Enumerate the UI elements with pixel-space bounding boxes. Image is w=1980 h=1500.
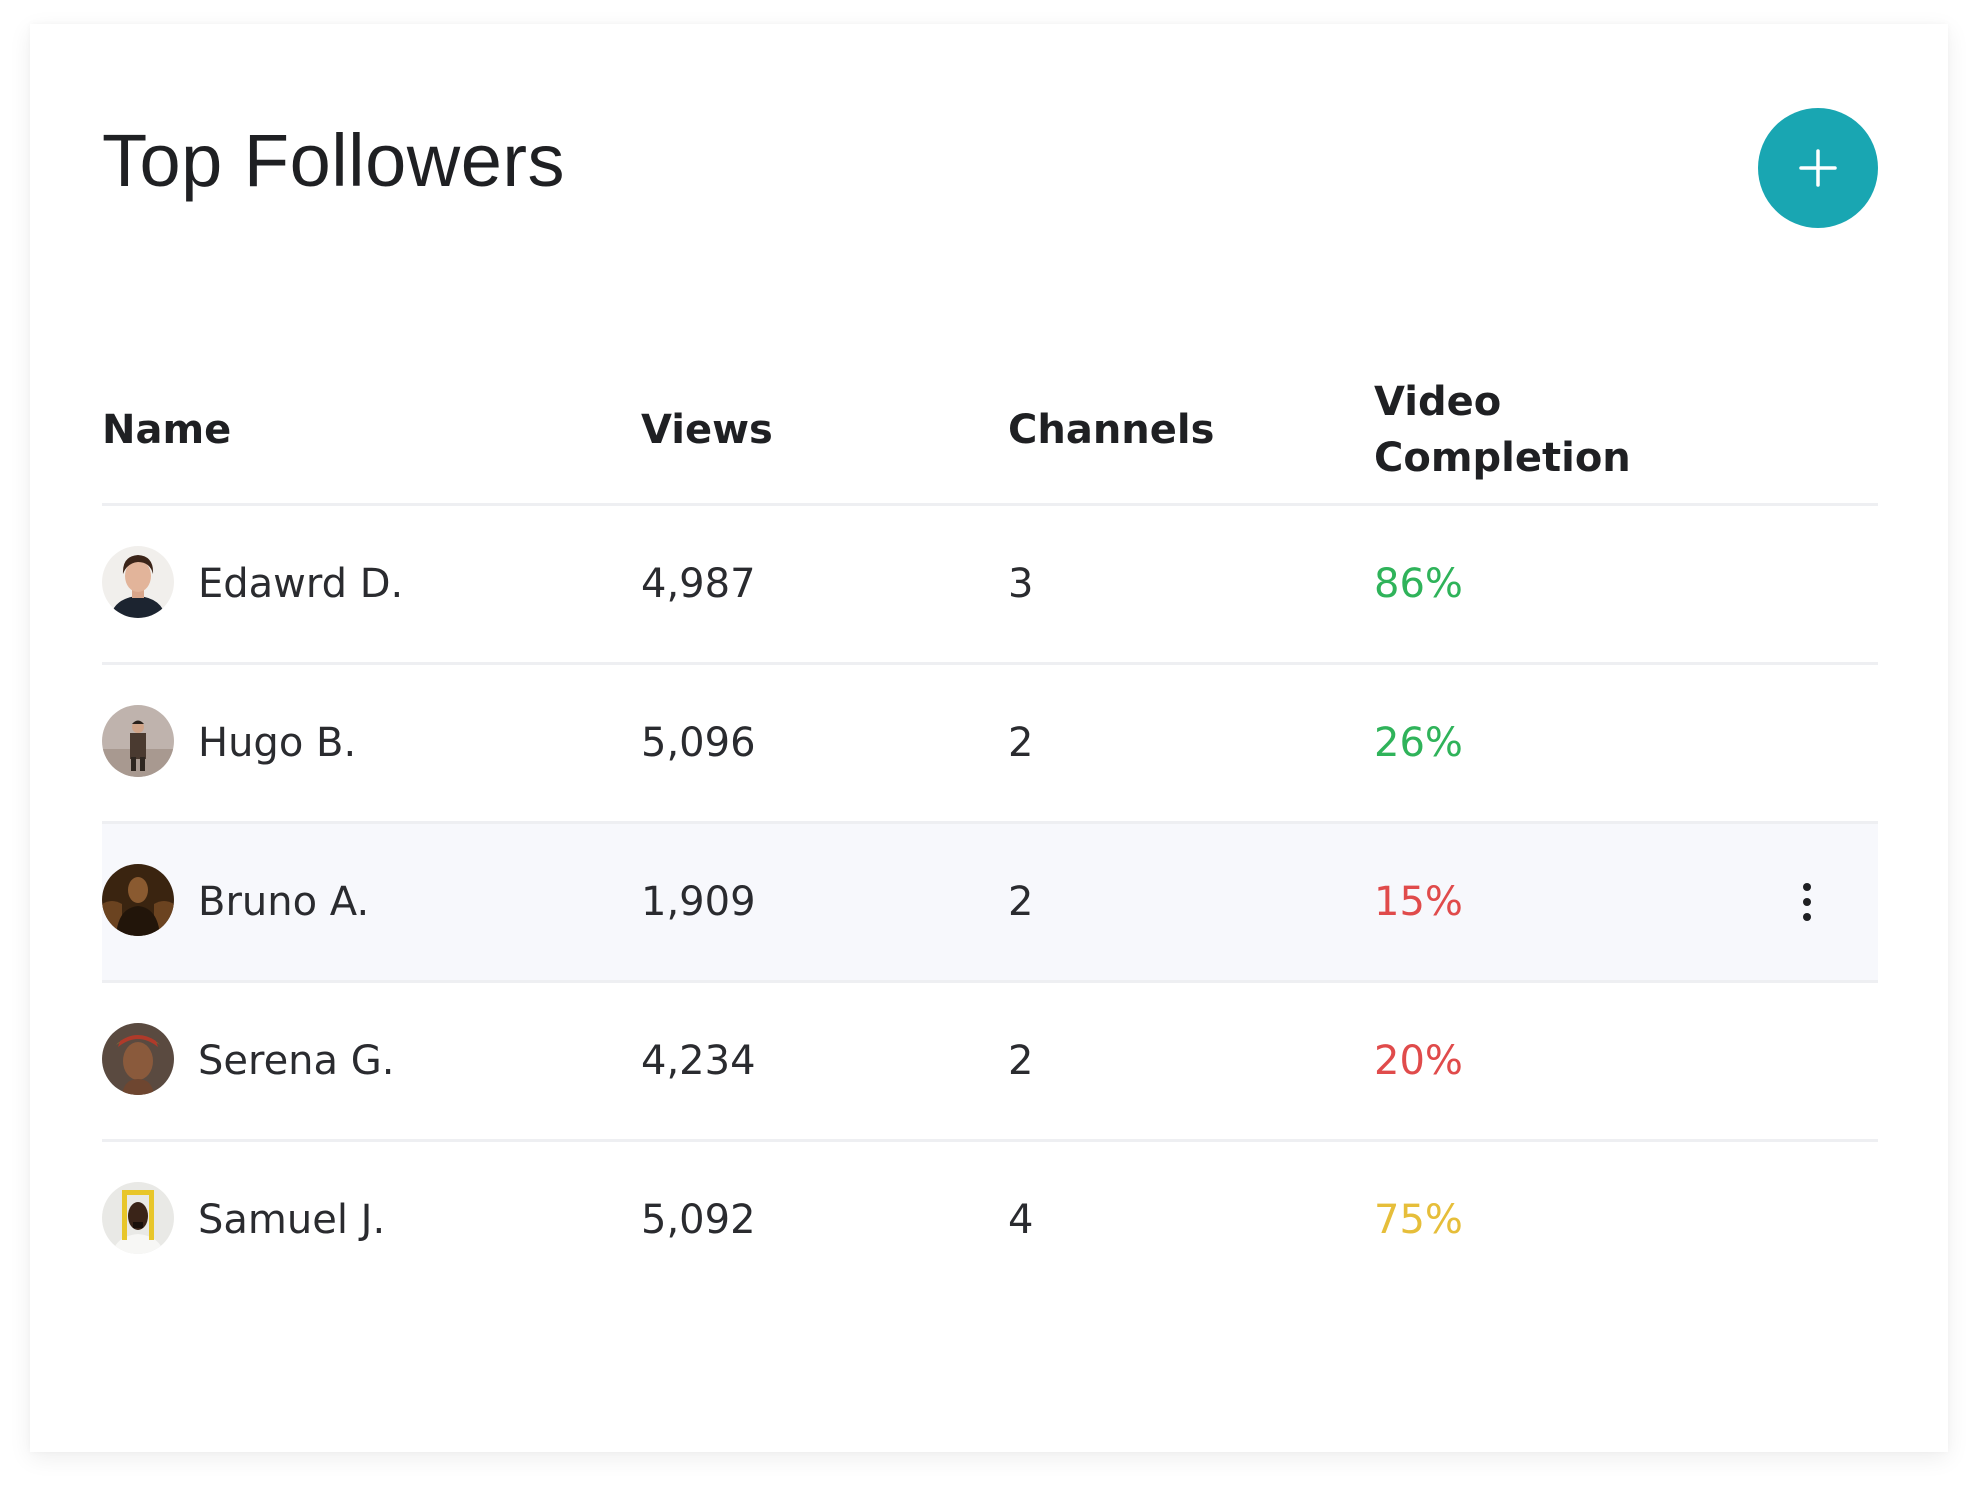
avatar <box>102 705 174 777</box>
table-header: Name Views Channels Video Completion <box>102 360 1878 506</box>
avatar <box>102 1023 174 1095</box>
follower-views: 4,987 <box>641 561 756 607</box>
follower-video-completion: 75% <box>1374 1197 1463 1243</box>
top-followers-card: Top Followers Name Views Channels Video … <box>30 24 1948 1452</box>
table-row[interactable]: Serena G. 4,234 2 20% <box>102 983 1878 1142</box>
table-row[interactable]: Bruno A. 1,909 2 15% <box>102 824 1878 983</box>
follower-channels: 3 <box>1008 561 1034 607</box>
table-row[interactable]: Edawrd D. 4,987 3 86% <box>102 506 1878 665</box>
column-header-video-completion[interactable]: Video Completion <box>1374 379 1631 481</box>
follower-views: 5,096 <box>641 720 756 766</box>
follower-video-completion: 86% <box>1374 561 1463 607</box>
follower-views: 5,092 <box>641 1197 756 1243</box>
add-button[interactable] <box>1758 108 1878 228</box>
followers-table: Name Views Channels Video Completion Eda… <box>102 360 1878 1301</box>
more-vertical-icon[interactable] <box>1782 874 1832 930</box>
avatar <box>102 546 174 618</box>
follower-name: Samuel J. <box>198 1197 386 1243</box>
follower-views: 1,909 <box>641 879 756 925</box>
follower-name: Bruno A. <box>198 879 370 925</box>
plus-icon <box>1799 149 1837 187</box>
follower-name: Serena G. <box>198 1038 395 1084</box>
column-header-views[interactable]: Views <box>641 407 773 453</box>
follower-channels: 2 <box>1008 879 1034 925</box>
column-header-name[interactable]: Name <box>102 407 232 453</box>
follower-channels: 2 <box>1008 1038 1034 1084</box>
table-row[interactable]: Samuel J. 5,092 4 75% <box>102 1142 1878 1301</box>
follower-video-completion: 15% <box>1374 879 1463 925</box>
more-dot <box>1803 913 1811 921</box>
follower-video-completion: 26% <box>1374 720 1463 766</box>
follower-views: 4,234 <box>641 1038 756 1084</box>
follower-video-completion: 20% <box>1374 1038 1463 1084</box>
follower-name: Hugo B. <box>198 720 357 766</box>
follower-channels: 4 <box>1008 1197 1034 1243</box>
column-header-channels[interactable]: Channels <box>1008 407 1215 453</box>
follower-name: Edawrd D. <box>198 561 404 607</box>
table-row[interactable]: Hugo B. 5,096 2 26% <box>102 665 1878 824</box>
more-dot <box>1803 898 1811 906</box>
follower-channels: 2 <box>1008 720 1034 766</box>
avatar <box>102 1182 174 1254</box>
more-dot <box>1803 883 1811 891</box>
card-title: Top Followers <box>102 119 566 202</box>
avatar <box>102 864 174 936</box>
